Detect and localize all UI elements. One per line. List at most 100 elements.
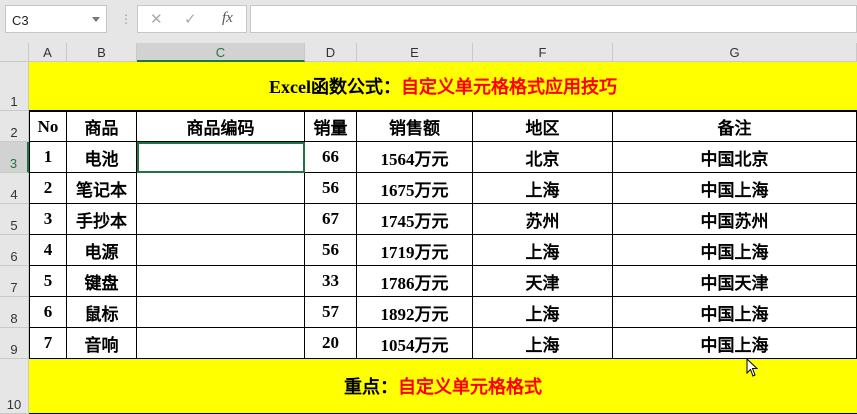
mouse-cursor-icon bbox=[746, 358, 759, 377]
row-number: 3 bbox=[9, 156, 18, 171]
row-number: 2 bbox=[10, 125, 18, 140]
table-cell[interactable]: 天津 bbox=[473, 266, 613, 297]
table-cell[interactable]: 中国天津 bbox=[613, 266, 857, 297]
name-box[interactable]: C3 bbox=[5, 5, 107, 33]
table-cell[interactable]: 鼠标 bbox=[67, 297, 137, 328]
formula-bar: C3 ⋮ ✕ ✓ fx bbox=[0, 0, 857, 42]
cancel-icon[interactable]: ✕ bbox=[150, 11, 163, 28]
table-cell[interactable]: 66 bbox=[305, 142, 357, 173]
table-cell[interactable]: 56 bbox=[305, 173, 357, 204]
row-header-1[interactable]: 1 bbox=[0, 62, 29, 111]
table-cell[interactable]: 1719万元 bbox=[357, 235, 473, 266]
enter-icon[interactable]: ✓ bbox=[184, 11, 197, 28]
row-header-3[interactable]: 3 bbox=[0, 142, 29, 173]
header-cell[interactable]: 地区 bbox=[473, 111, 613, 142]
name-box-value: C3 bbox=[12, 13, 29, 28]
table-cell[interactable]: 1564万元 bbox=[357, 142, 473, 173]
table-cell[interactable]: 中国上海 bbox=[613, 297, 857, 328]
row-header-9[interactable]: 9 bbox=[0, 328, 29, 359]
row-header-7[interactable]: 7 bbox=[0, 266, 29, 297]
table-cell[interactable]: 1786万元 bbox=[357, 266, 473, 297]
row-header-4[interactable]: 4 bbox=[0, 173, 29, 204]
formula-buttons: ✕ ✓ fx bbox=[137, 5, 247, 33]
header-cell[interactable]: 销售额 bbox=[357, 111, 473, 142]
table-cell[interactable] bbox=[137, 204, 305, 235]
row-header-6[interactable]: 6 bbox=[0, 235, 29, 266]
row-header-8[interactable]: 8 bbox=[0, 297, 29, 328]
header-cell[interactable]: No bbox=[29, 111, 67, 142]
header-cell[interactable]: 商品编码 bbox=[137, 111, 305, 142]
row-number: 7 bbox=[10, 280, 18, 295]
table-cell[interactable]: 北京 bbox=[473, 142, 613, 173]
table-cell[interactable]: 中国北京 bbox=[613, 142, 857, 173]
row-header-10[interactable]: 10 bbox=[0, 359, 29, 414]
table-cell[interactable]: 电源 bbox=[67, 235, 137, 266]
table-cell[interactable] bbox=[137, 235, 305, 266]
table-cell[interactable]: 1 bbox=[29, 142, 67, 173]
table-cell[interactable]: 5 bbox=[29, 266, 67, 297]
merged-text-highlight: 自定义单元格格式 bbox=[398, 377, 542, 397]
table-cell[interactable]: 7 bbox=[29, 328, 67, 359]
chevron-down-icon[interactable] bbox=[92, 17, 100, 22]
column-header-E[interactable]: E bbox=[357, 43, 473, 62]
column-header-F[interactable]: F bbox=[473, 43, 613, 62]
table-cell[interactable] bbox=[137, 266, 305, 297]
table-cell[interactable]: 手抄本 bbox=[67, 204, 137, 235]
table-cell[interactable]: 中国上海 bbox=[613, 235, 857, 266]
merged-text-prefix: 重点： bbox=[344, 377, 398, 397]
column-header-C[interactable]: C bbox=[137, 43, 305, 62]
table-cell[interactable] bbox=[137, 173, 305, 204]
table-cell[interactable]: 1054万元 bbox=[357, 328, 473, 359]
column-header-G[interactable]: G bbox=[613, 43, 857, 62]
table-cell[interactable]: 上海 bbox=[473, 235, 613, 266]
table-cell[interactable]: 中国上海 bbox=[613, 173, 857, 204]
table-cell[interactable]: 1675万元 bbox=[357, 173, 473, 204]
table-cell[interactable]: 上海 bbox=[473, 328, 613, 359]
table-cell[interactable] bbox=[137, 297, 305, 328]
table-cell[interactable]: 6 bbox=[29, 297, 67, 328]
table-cell[interactable]: 上海 bbox=[473, 297, 613, 328]
header-cell[interactable]: 销量 bbox=[305, 111, 357, 142]
table-cell[interactable]: 中国苏州 bbox=[613, 204, 857, 235]
table-cell[interactable]: 20 bbox=[305, 328, 357, 359]
table-cell[interactable]: 1745万元 bbox=[357, 204, 473, 235]
table-cell[interactable]: 笔记本 bbox=[67, 173, 137, 204]
row-number: 5 bbox=[10, 218, 18, 233]
table-cell[interactable]: 56 bbox=[305, 235, 357, 266]
table-cell[interactable]: 33 bbox=[305, 266, 357, 297]
merged-text-highlight: 自定义单元格格式应用技巧 bbox=[401, 77, 617, 97]
table-cell[interactable]: 电池 bbox=[67, 142, 137, 173]
insert-function-icon[interactable]: fx bbox=[222, 10, 233, 26]
table-cell[interactable]: 67 bbox=[305, 204, 357, 235]
column-header-D[interactable]: D bbox=[305, 43, 357, 62]
table-cell[interactable]: 音响 bbox=[67, 328, 137, 359]
select-all-corner[interactable] bbox=[0, 43, 29, 62]
row-number: 4 bbox=[10, 187, 18, 202]
row-number: 1 bbox=[10, 94, 18, 109]
column-header-B[interactable]: B bbox=[67, 43, 137, 62]
table-cell[interactable]: 57 bbox=[305, 297, 357, 328]
table-cell[interactable]: 3 bbox=[29, 204, 67, 235]
table-cell[interactable]: 中国上海 bbox=[613, 328, 857, 359]
row-header-5[interactable]: 5 bbox=[0, 204, 29, 235]
merged-text-prefix: Excel函数公式： bbox=[269, 77, 401, 97]
table-cell[interactable]: 键盘 bbox=[67, 266, 137, 297]
table-cell[interactable] bbox=[137, 328, 305, 359]
table-cell[interactable]: 4 bbox=[29, 235, 67, 266]
table-cell[interactable] bbox=[137, 142, 305, 173]
divider-icon: ⋮ bbox=[120, 12, 132, 26]
table-cell[interactable]: 1892万元 bbox=[357, 297, 473, 328]
row-number: 10 bbox=[6, 397, 22, 412]
title-cell[interactable]: Excel函数公式： 自定义单元格格式应用技巧 bbox=[29, 62, 857, 111]
table-cell[interactable]: 上海 bbox=[473, 173, 613, 204]
row-number: 6 bbox=[10, 249, 18, 264]
row-number: 9 bbox=[10, 342, 18, 357]
row-header-2[interactable]: 2 bbox=[0, 111, 29, 142]
table-cell[interactable]: 2 bbox=[29, 173, 67, 204]
table-cell[interactable]: 苏州 bbox=[473, 204, 613, 235]
header-cell[interactable]: 商品 bbox=[67, 111, 137, 142]
header-cell[interactable]: 备注 bbox=[613, 111, 857, 142]
footer-note-cell[interactable]: 重点： 自定义单元格格式 bbox=[29, 359, 857, 414]
formula-input[interactable] bbox=[250, 5, 857, 33]
column-header-A[interactable]: A bbox=[29, 43, 67, 62]
